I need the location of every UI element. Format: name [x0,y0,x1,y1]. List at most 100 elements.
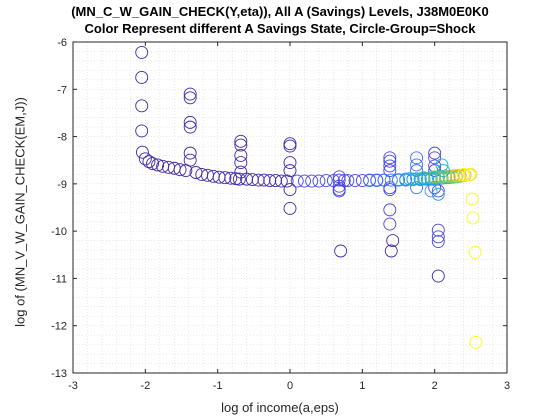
data-point [431,230,445,244]
data-point [355,174,369,187]
data-point [410,151,424,165]
data-point [431,187,445,201]
y-tick-label: -11 [52,273,67,285]
x-axis-label: log of income(a,eps) [221,400,339,415]
data-point [417,171,431,185]
x-tick-label: 1 [359,380,365,392]
data-point [135,71,149,84]
data-point [465,192,479,206]
data-point [312,174,326,188]
data-point [466,211,480,225]
data-point [332,184,346,198]
data-point [332,173,346,187]
data-point [319,174,333,187]
data-point [135,99,149,113]
data-point [424,184,438,198]
data-point [232,172,246,186]
data-point [363,174,377,187]
y-tick-label: -10 [51,226,67,238]
data-point [468,245,482,259]
y-tick-label: -13 [51,368,67,380]
data-point [428,146,442,160]
data-point [234,149,248,162]
data-point [234,138,248,152]
data-point [462,167,476,181]
y-tick-label: -9 [57,179,67,191]
data-point [183,153,197,167]
data-point [428,159,442,173]
data-point [383,217,397,231]
data-point [229,172,243,186]
data-point [386,234,400,248]
data-point [332,170,346,184]
data-point [183,120,197,134]
data-point [449,168,463,182]
data-point [410,181,424,195]
x-tick-label: -3 [68,380,78,392]
data-point [135,45,149,59]
data-point [298,174,311,188]
data-point [173,163,187,177]
data-point [457,167,471,181]
data-point [218,171,232,185]
data-point [341,174,355,187]
data-point [283,164,297,178]
data-point [183,146,197,160]
x-tick-label: 2 [432,380,438,392]
data-point [384,173,398,187]
data-point [431,235,445,248]
data-point [392,173,405,187]
data-point [370,174,384,187]
data-point [283,139,297,153]
minor-grid [73,42,507,373]
data-point [151,158,165,172]
data-point [348,174,362,187]
data-point [283,201,297,215]
data-point [431,269,445,283]
data-point [337,174,351,187]
data-point [138,152,152,166]
y-tick-label: -7 [57,84,67,96]
data-point [402,172,416,186]
data-point [377,173,391,187]
chart-title: (MN_C_W_GAIN_CHECK(Y,eta)), All A (Savin… [71,4,489,19]
data-point [383,151,397,165]
data-point [280,174,294,188]
data-point [224,171,238,185]
data-point [135,124,149,138]
data-point [431,170,445,184]
data-point [183,91,197,105]
data-point [383,159,397,173]
data-point [283,156,297,170]
chart-subtitle: Color Represent different A Savings Stat… [84,21,476,36]
data-point [469,335,483,349]
data-point [146,157,160,170]
data-point [410,164,424,178]
data-point [428,170,442,184]
data-point [436,164,450,178]
data-points [135,45,483,349]
data-point [384,244,398,258]
data-point [183,87,197,101]
data-point [431,223,445,237]
data-point [410,172,424,186]
data-point [283,183,297,196]
data-point [383,183,397,196]
data-point [183,115,197,129]
data-point [428,151,442,165]
data-point [142,155,156,169]
data-point [383,203,397,217]
y-tick-label: -8 [57,132,67,144]
y-tick-label: -6 [57,37,67,49]
data-point [410,158,424,172]
data-point [305,174,319,188]
x-tick-label: -1 [213,380,223,392]
data-point [334,244,348,258]
y-axis-label: log of (MN_V_W_GAIN_CHECK(EM,J)) [12,97,28,327]
axis-ticks: -3 -2 -1 0 1 2 3-6-7-8-9-10-11-12-13 [51,37,510,392]
data-point [383,164,397,178]
data-point [383,154,397,168]
data-point [406,172,420,186]
data-point [234,156,248,170]
